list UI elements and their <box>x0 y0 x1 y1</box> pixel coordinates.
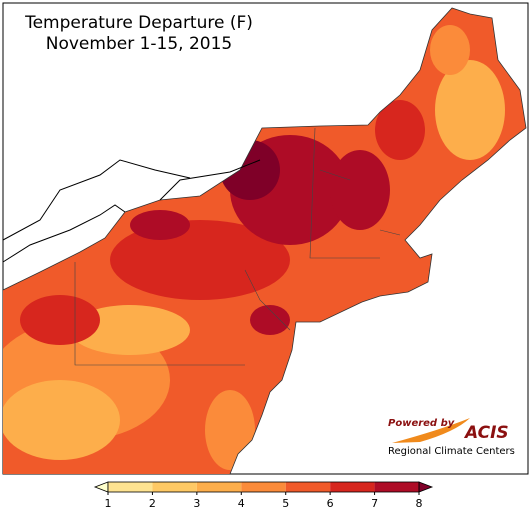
field-blob <box>20 295 100 345</box>
colorbar-arrow-low <box>93 481 109 493</box>
map-title: Temperature Departure (F) <box>24 13 253 33</box>
field-blob <box>250 305 290 335</box>
field-blob <box>375 100 425 160</box>
colorbar-segment <box>241 482 286 492</box>
colorbar-segment <box>152 482 197 492</box>
field-blob <box>3 380 120 460</box>
colorbar-tick-label: 4 <box>238 497 245 510</box>
colorbar: 1 2 3 4 5 6 7 8 <box>93 481 434 510</box>
colorbar-tick-label: 1 <box>105 497 112 510</box>
field-blob <box>330 150 390 230</box>
field-blob <box>435 60 505 160</box>
coastline <box>2 7 527 475</box>
colorbar-tick-label: 2 <box>149 497 156 510</box>
colorbar-outline <box>107 481 420 493</box>
colorbar-segment <box>374 482 419 492</box>
colorbar-arrow-high <box>418 481 434 493</box>
field-blob <box>70 305 190 355</box>
colorbar-segment <box>108 482 153 492</box>
colorbar-segment <box>196 482 242 492</box>
field-blob <box>430 25 470 75</box>
lake-shore <box>2 159 261 263</box>
map-subtitle: November 1-15, 2015 <box>46 34 233 54</box>
logo-name: ACIS <box>463 423 509 443</box>
logo-powered: Powered by <box>388 418 455 429</box>
colorbar-tick-label: 3 <box>193 497 200 510</box>
colorbar-tick-label: 8 <box>416 497 423 510</box>
colorbar-segment <box>330 482 375 492</box>
field-blob <box>110 220 290 300</box>
colorbar-tick-label: 6 <box>327 497 334 510</box>
logo-caption: Regional Climate Centers <box>388 446 515 457</box>
colorbar-segment <box>285 482 331 492</box>
field-blob <box>130 210 190 240</box>
colorbar-tick-label: 7 <box>371 497 378 510</box>
logo-swoosh <box>392 418 470 443</box>
colorbar-tick-label: 5 <box>282 497 289 510</box>
acis-logo: Powered by ACIS Regional Climate Centers <box>388 418 515 457</box>
state-border <box>74 127 401 366</box>
